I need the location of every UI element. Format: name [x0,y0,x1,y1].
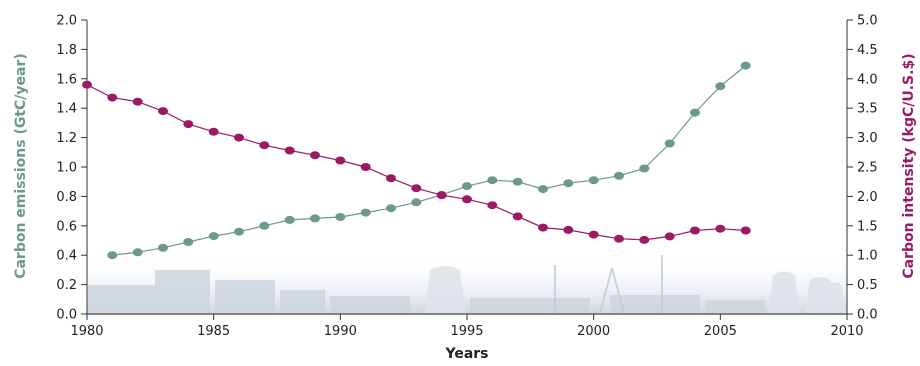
right-y-axis: 0.0 0.5 1.0 1.5 2.0 2.5 3.0 3.5 4.0 4.5 5.0 [846,14,878,323]
series-point [487,176,498,185]
series-line [86,84,746,241]
series-layer [82,61,751,260]
series-point [158,243,168,252]
left-tick-label: 0.8 [56,190,77,205]
series-point [588,176,599,185]
series-point [639,235,650,244]
series-point [310,214,320,223]
series-point [436,191,447,200]
series-point [335,156,346,165]
series-point [386,204,396,213]
series-line [112,65,747,256]
left-tick-label: 1.8 [56,43,77,58]
series-point [132,97,143,106]
series-point [411,198,422,207]
series-point [310,151,320,160]
series-point [183,120,194,129]
left-y-axis: 0.0 0.2 0.4 0.6 0.8 1.0 1.2 1.4 1.6 1.8 2.0 [56,14,88,323]
right-tick-label: 1.0 [857,249,878,264]
series-point [158,107,168,116]
series-point [690,226,700,235]
right-tick-label: 4.5 [857,43,878,58]
series-point [107,93,118,102]
x-axis-title: Years [444,346,488,362]
right-y-axis-title: Carbon intensity (kgC/U.S.$) [901,53,917,278]
left-tick-label: 1.0 [56,161,77,176]
right-tick-label: 5.0 [857,14,878,29]
right-tick-label: 2.5 [857,161,878,176]
series-point [563,225,574,234]
series-point [715,224,726,233]
x-tick-label: 1990 [324,324,357,339]
series-point [208,127,219,136]
industrial-background-image [87,255,847,315]
left-tick-label: 0.4 [56,249,77,264]
left-tick-label: 0.6 [56,219,77,234]
series-point [284,146,295,155]
right-tick-label: 0.0 [857,308,878,323]
series-point [740,61,751,70]
series-point [208,232,219,241]
series-point [664,139,675,148]
series-point [284,215,295,224]
series-point [487,201,498,210]
x-axis: 1980 1985 1990 1995 2000 2005 2010 [70,313,864,339]
series-point [462,182,472,191]
series-point [234,133,244,142]
left-y-axis-title: Carbon emissions (GtC/year) [13,53,29,279]
series-point [639,164,650,173]
left-tick-label: 1.2 [56,131,77,146]
x-tick-label: 2010 [830,324,863,339]
x-tick-label: 1995 [450,324,483,339]
left-tick-label: 0.0 [56,308,77,323]
series-point [664,232,675,241]
series-point [588,230,599,239]
series-point [512,177,523,186]
series-point [538,223,548,232]
right-tick-label: 4.0 [857,72,878,87]
series-point [335,213,346,221]
left-tick-label: 0.2 [56,278,77,293]
series-point [740,226,751,235]
series-point [462,195,472,204]
left-tick-label: 1.6 [56,72,77,87]
right-tick-label: 3.5 [857,102,878,117]
series-point [614,234,624,243]
series-point [107,251,118,260]
series-point [538,185,548,194]
x-tick-label: 2005 [704,324,737,339]
series-point [690,108,700,117]
right-tick-label: 3.0 [857,131,878,146]
right-tick-label: 1.5 [857,219,878,234]
x-tick-label: 2000 [577,324,610,339]
series-left-axis [107,61,751,260]
series-point [183,238,194,246]
right-tick-label: 0.5 [857,278,878,293]
right-tick-label: 2.0 [857,190,878,205]
series-point [360,208,371,217]
series-point [82,80,92,89]
series-point [715,82,726,91]
series-point [234,227,244,236]
series-right-axis [82,80,751,244]
series-point [411,184,422,193]
left-tick-label: 2.0 [56,14,77,29]
series-point [614,171,624,180]
x-tick-label: 1980 [70,324,103,339]
series-point [386,174,396,183]
series-point [259,141,270,150]
series-point [259,221,270,230]
left-tick-label: 1.4 [56,102,77,117]
series-point [360,163,371,171]
series-point [512,212,523,221]
series-point [563,179,574,188]
x-tick-label: 1985 [197,324,230,339]
series-point [132,248,143,257]
